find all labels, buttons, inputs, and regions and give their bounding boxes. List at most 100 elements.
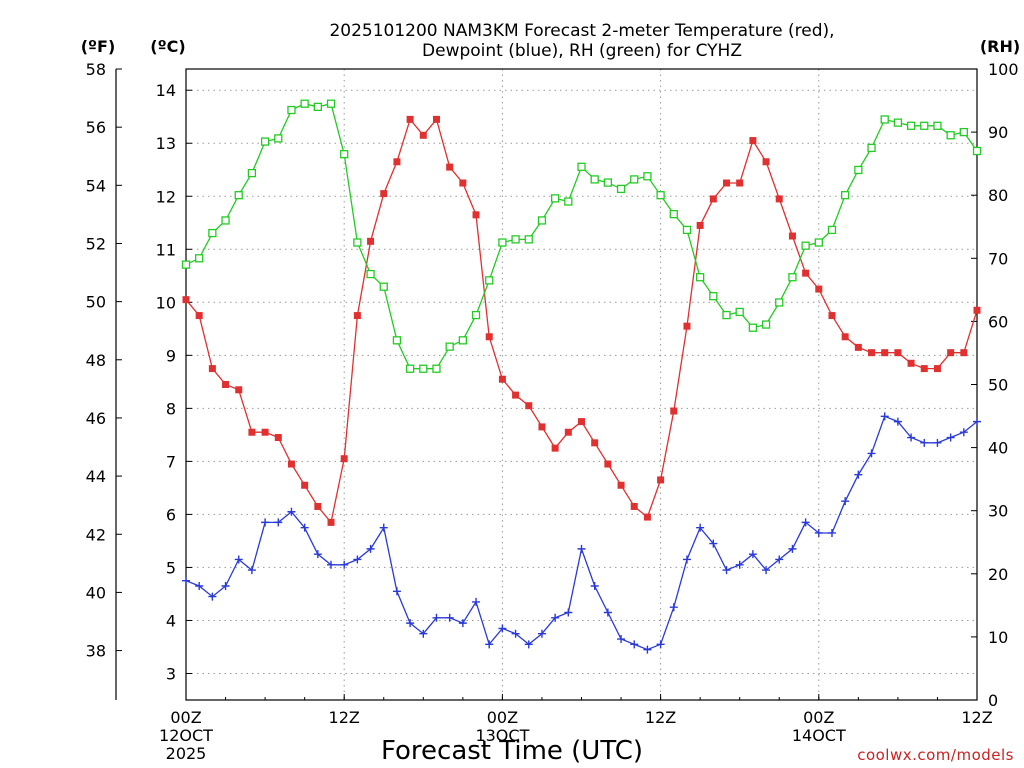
axis-unit-fahrenheit: (ºF) bbox=[81, 37, 116, 56]
temperature-point bbox=[367, 237, 375, 245]
dewpoint-point bbox=[748, 550, 757, 559]
temperature-point bbox=[512, 391, 520, 399]
rh-point bbox=[511, 235, 520, 244]
dewpoint-point bbox=[327, 560, 336, 569]
temperature-point bbox=[604, 460, 612, 468]
rh-point bbox=[340, 150, 349, 159]
temperature-point bbox=[261, 428, 269, 436]
dewpoint-point bbox=[893, 417, 902, 426]
rh-point bbox=[814, 238, 823, 247]
temperature-point bbox=[327, 518, 335, 526]
dewpoint-point bbox=[432, 613, 441, 622]
rh-point bbox=[761, 320, 771, 329]
rh-point bbox=[577, 162, 586, 171]
rh-point bbox=[920, 121, 929, 130]
dewpoint-point bbox=[973, 417, 981, 426]
rh-point bbox=[933, 121, 942, 130]
temperature-point bbox=[709, 195, 717, 203]
dewpoint-point bbox=[920, 438, 929, 447]
dewpoint-point bbox=[577, 544, 586, 553]
x-tick-label: 12Z bbox=[329, 708, 360, 727]
temperature-point bbox=[841, 333, 849, 341]
dewpoint-point bbox=[485, 640, 494, 649]
x-tick-date: 14OCT bbox=[792, 726, 846, 745]
temperature-point bbox=[525, 402, 533, 410]
series-temperature bbox=[182, 115, 981, 526]
rh-point bbox=[656, 191, 665, 200]
temperature-point bbox=[208, 365, 216, 373]
rh-point bbox=[537, 216, 547, 225]
temperature-point bbox=[538, 423, 546, 431]
rh-point bbox=[181, 260, 191, 269]
temperature-point bbox=[762, 158, 770, 166]
dewpoint-point bbox=[788, 544, 797, 553]
rh-point bbox=[221, 216, 230, 225]
rh-tick-label: 90 bbox=[988, 123, 1008, 142]
rh-point bbox=[353, 238, 362, 247]
dewpoint-point bbox=[603, 608, 612, 617]
temperature-point bbox=[419, 131, 427, 139]
rh-point bbox=[748, 323, 758, 332]
rh-tick-label: 80 bbox=[988, 186, 1008, 205]
dewpoint-point bbox=[696, 523, 705, 532]
rh-point bbox=[524, 235, 533, 244]
dewpoint-point bbox=[722, 566, 731, 575]
rh-tick-label: 40 bbox=[988, 439, 1008, 458]
dewpoint-point bbox=[735, 560, 744, 569]
temperature-point bbox=[775, 195, 783, 203]
dewpoint-point bbox=[537, 629, 546, 638]
dewpoint-point bbox=[551, 613, 560, 622]
temperature-point bbox=[670, 407, 678, 415]
rh-point bbox=[471, 310, 481, 320]
temperature-point bbox=[301, 481, 309, 489]
fahrenheit-tick-label: 46 bbox=[86, 409, 106, 428]
celsius-tick-label: 11 bbox=[156, 240, 176, 259]
temperature-point bbox=[802, 269, 810, 277]
rh-point bbox=[643, 172, 652, 181]
temperature-point bbox=[235, 386, 243, 394]
dewpoint-point bbox=[617, 635, 626, 644]
dewpoint-point bbox=[827, 528, 836, 537]
temperature-point bbox=[472, 211, 480, 219]
dewpoint-point bbox=[946, 433, 955, 442]
temperature-point bbox=[248, 428, 256, 436]
celsius-tick-label: 9 bbox=[166, 346, 176, 365]
rh-tick-label: 30 bbox=[988, 502, 1008, 521]
temperature-point bbox=[723, 179, 731, 187]
dewpoint-point bbox=[340, 560, 349, 569]
temperature-point bbox=[894, 349, 902, 357]
temperature-point bbox=[815, 285, 823, 293]
rh-point bbox=[893, 118, 903, 127]
dewpoint-point bbox=[801, 518, 810, 527]
dewpoint-point bbox=[287, 507, 296, 516]
chart-title-line1: 2025101200 NAM3KM Forecast 2-meter Tempe… bbox=[329, 21, 834, 41]
temperature-point bbox=[973, 306, 981, 314]
rh-point bbox=[234, 191, 243, 200]
rh-point bbox=[458, 336, 468, 345]
dewpoint-point bbox=[590, 581, 599, 590]
dewpoint-point bbox=[511, 629, 520, 638]
rh-tick-label: 20 bbox=[988, 565, 1008, 584]
temperature-point bbox=[287, 460, 295, 468]
dewpoint-point bbox=[195, 581, 204, 590]
rh-point bbox=[195, 254, 204, 263]
rh-point bbox=[445, 342, 454, 351]
dewpoint-point bbox=[274, 518, 283, 527]
rh-point bbox=[972, 146, 982, 156]
temperature-point bbox=[446, 163, 454, 171]
temperature-point bbox=[551, 444, 559, 452]
temperature-point bbox=[459, 179, 467, 187]
dewpoint-point bbox=[247, 566, 256, 575]
celsius-tick-label: 7 bbox=[166, 452, 176, 471]
dewpoint-point bbox=[524, 640, 533, 649]
temperature-point bbox=[578, 418, 585, 426]
temperature-point bbox=[498, 375, 506, 383]
axis-ticks: 1413121110987654358565452504846444240381… bbox=[86, 60, 1019, 763]
rh-tick-label: 60 bbox=[988, 312, 1008, 331]
temperature-point bbox=[828, 312, 836, 320]
dewpoint-point bbox=[300, 523, 309, 532]
temperature-point bbox=[564, 428, 572, 436]
celsius-tick-label: 8 bbox=[166, 399, 176, 418]
dewpoint-point bbox=[959, 428, 968, 437]
temperature-point bbox=[920, 365, 928, 373]
